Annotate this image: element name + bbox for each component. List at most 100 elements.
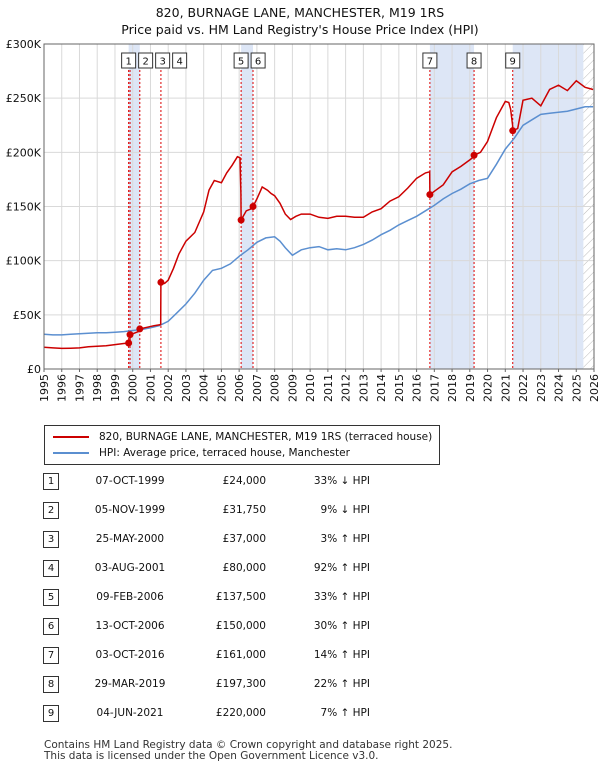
sale-point: [157, 278, 165, 286]
sale-marker-box: [138, 52, 154, 69]
x-tick-label: 2022: [517, 374, 530, 402]
sale-number-box: 5: [43, 589, 59, 606]
sale-hpi-change: 3% ↑ HPI: [320, 533, 370, 545]
sale-row: 6 13-OCT-2006 £150,000 30% ↑ HPI: [0, 615, 600, 635]
y-tick-label: £0: [27, 363, 41, 376]
sale-number-box: 7: [43, 647, 59, 664]
x-tick-label: 2007: [251, 374, 264, 402]
sale-point: [136, 325, 144, 333]
x-tick-label: 2017: [428, 374, 441, 402]
x-tick-label: 2000: [127, 374, 140, 402]
legend-swatch-hpi: [53, 452, 89, 454]
x-tick-label: 2025: [570, 374, 583, 402]
y-tick-label: £50K: [13, 309, 42, 322]
y-tick-label: £250K: [6, 92, 42, 105]
sale-price: £161,000: [215, 649, 266, 661]
sale-marker-box: [155, 52, 171, 69]
sale-number-box: 3: [43, 531, 59, 548]
sale-hpi-change: 22% ↑ HPI: [313, 678, 370, 690]
x-tick-label: 1996: [56, 374, 69, 402]
x-tick-label: 2013: [357, 374, 370, 402]
title-line-2: Price paid vs. HM Land Registry's House …: [121, 22, 479, 37]
y-tick-label: £150K: [6, 201, 42, 214]
sale-marker-box: [422, 52, 438, 69]
sale-marker-label: 2: [142, 57, 148, 68]
sale-number-box: 8: [43, 676, 59, 693]
sale-point: [125, 339, 133, 347]
sale-point: [249, 203, 257, 210]
sale-hpi-change: 9% ↓ HPI: [320, 504, 370, 516]
sale-marker-label: 7: [427, 57, 433, 68]
sale-marker-label: 5: [238, 57, 244, 68]
sale-hpi-change: 33% ↓ HPI: [313, 475, 370, 487]
sale-row: 9 04-JUN-2021 £220,000 7% ↑ HPI: [0, 702, 600, 722]
hpi-series-line: [43, 106, 594, 336]
x-tick-label: 2011: [322, 374, 335, 402]
x-tick-label: 2014: [375, 374, 388, 402]
sale-price: £24,000: [222, 475, 266, 487]
chart-title: 820, BURNAGE LANE, MANCHESTER, M19 1RS P…: [0, 4, 600, 38]
x-tick-label: 2016: [411, 374, 424, 402]
sale-price: £220,000: [215, 707, 266, 719]
x-tick-label: 2004: [198, 374, 211, 402]
sale-marker-box: [466, 52, 482, 69]
sale-marker-label: 1: [125, 57, 131, 68]
footer-line-1: Contains HM Land Registry data © Crown c…: [44, 739, 453, 751]
sale-row: 7 03-OCT-2016 £161,000 14% ↑ HPI: [0, 644, 600, 664]
sale-marker-box: [121, 52, 137, 69]
sale-marker-label: 3: [159, 57, 165, 68]
sale-price: £80,000: [222, 562, 266, 574]
legend-item-hpi: HPI: Average price, terraced house, Manc…: [53, 447, 350, 459]
sale-row: 4 03-AUG-2001 £80,000 92% ↑ HPI: [0, 557, 600, 577]
x-tick-label: 2020: [482, 374, 495, 402]
sale-marker-label: 8: [471, 57, 477, 68]
x-tick-label: 2012: [340, 374, 353, 402]
x-tick-label: 2019: [464, 374, 477, 402]
x-tick-label: 2008: [269, 374, 282, 402]
sale-marker-box: [250, 52, 266, 69]
sale-date: 29-MAR-2019: [94, 678, 166, 690]
sale-number-box: 6: [43, 618, 59, 635]
x-tick-label: 2026: [588, 374, 600, 402]
x-tick-label: 2023: [535, 374, 548, 402]
sale-marker-box: [233, 52, 249, 69]
y-tick-label: £300K: [6, 38, 42, 51]
sale-date: 07-OCT-1999: [95, 475, 165, 487]
x-tick-label: 2005: [215, 374, 228, 402]
x-tick-label: 2010: [304, 374, 317, 402]
sale-date: 03-AUG-2001: [94, 562, 166, 574]
legend: 820, BURNAGE LANE, MANCHESTER, M19 1RS (…: [44, 425, 440, 465]
x-tick-label: 2003: [180, 374, 193, 402]
x-tick-label: 1997: [73, 374, 86, 402]
sale-row: 5 09-FEB-2006 £137,500 33% ↑ HPI: [0, 586, 600, 606]
sale-number-box: 4: [43, 560, 59, 577]
x-tick-label: 2024: [553, 374, 566, 402]
title-line-1: 820, BURNAGE LANE, MANCHESTER, M19 1RS: [155, 5, 445, 20]
sale-hpi-change: 33% ↑ HPI: [313, 591, 370, 603]
sale-date: 03-OCT-2016: [95, 649, 165, 661]
sale-number-box: 9: [43, 705, 59, 722]
sale-marker-label: 6: [255, 57, 261, 68]
sale-price: £150,000: [215, 620, 266, 632]
sale-point: [426, 191, 434, 199]
legend-label-hpi: HPI: Average price, terraced house, Manc…: [99, 447, 350, 459]
sale-row: 2 05-NOV-1999 £31,750 9% ↓ HPI: [0, 499, 600, 519]
sale-row: 1 07-OCT-1999 £24,000 33% ↓ HPI: [0, 470, 600, 490]
sale-marker-box: [505, 52, 521, 69]
x-tick-label: 2001: [144, 374, 157, 402]
x-tick-label: 2021: [499, 374, 512, 402]
sale-point: [237, 216, 245, 224]
sale-date: 05-NOV-1999: [94, 504, 166, 516]
sale-hpi-change: 92% ↑ HPI: [313, 562, 370, 574]
sale-marker-label: 4: [176, 57, 182, 68]
sale-date: 09-FEB-2006: [96, 591, 164, 603]
sale-date: 04-JUN-2021: [96, 707, 164, 719]
legend-label-property: 820, BURNAGE LANE, MANCHESTER, M19 1RS (…: [99, 431, 433, 443]
x-tick-label: 2018: [446, 374, 459, 402]
legend-item-property: 820, BURNAGE LANE, MANCHESTER, M19 1RS (…: [53, 431, 432, 443]
sale-marker-box: [172, 52, 188, 69]
sale-marker-label: 9: [510, 57, 516, 68]
sale-price: £197,300: [215, 678, 266, 690]
x-tick-label: 1995: [38, 374, 51, 402]
